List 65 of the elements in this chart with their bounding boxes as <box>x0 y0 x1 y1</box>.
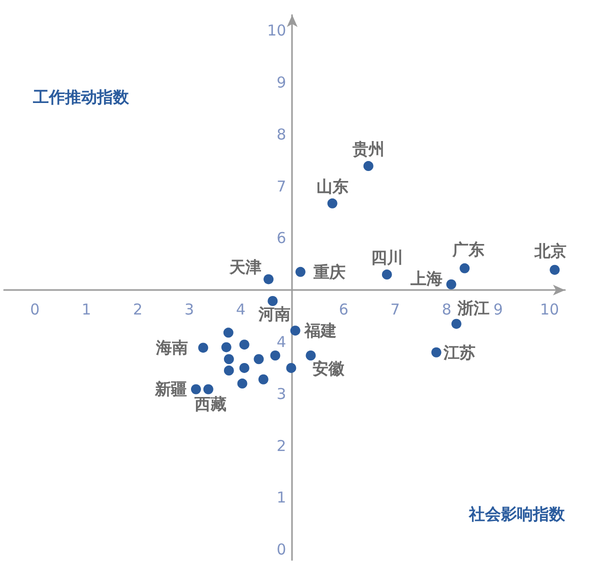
point <box>431 347 442 358</box>
annotation: 新疆 <box>154 380 187 399</box>
point <box>264 274 274 284</box>
annotation: 重庆 <box>312 262 346 282</box>
point <box>254 354 264 364</box>
annotation: 天津 <box>228 258 262 277</box>
point <box>451 318 462 329</box>
y-tick-label: 3 <box>276 384 286 403</box>
point <box>190 384 201 394</box>
point <box>221 342 232 352</box>
x-tick-label: 3 <box>184 300 194 319</box>
point <box>258 374 268 384</box>
x-tick-label: 6 <box>338 300 348 319</box>
point <box>223 328 234 338</box>
annotation: 福建 <box>303 321 336 340</box>
y-tick-label: 2 <box>276 436 286 455</box>
x-tick-label: 9 <box>493 300 503 319</box>
x-tick-label: 10 <box>540 300 560 319</box>
annotation: 贵州 <box>351 140 384 159</box>
x-tick-label: 7 <box>390 300 400 319</box>
annotation: 江苏 <box>442 342 476 362</box>
point <box>198 342 208 353</box>
point <box>268 296 278 306</box>
point <box>239 340 250 350</box>
y-tick-label: 8 <box>276 125 286 144</box>
x-tick-label: 2 <box>133 300 143 319</box>
x-tick-label: 0 <box>30 300 40 319</box>
point <box>327 198 338 208</box>
x-tick-label: 4 <box>236 300 246 319</box>
y-tick-label: 6 <box>276 229 286 248</box>
point <box>446 279 456 290</box>
point <box>203 384 214 394</box>
y-axis-title: 工作推动指数 <box>32 88 130 106</box>
point <box>239 362 250 373</box>
y-tick-label: 10 <box>267 22 286 40</box>
point <box>363 161 374 172</box>
point <box>224 366 234 376</box>
annotation: 西藏 <box>193 394 226 414</box>
point <box>460 263 470 274</box>
point <box>290 326 300 336</box>
annotation: 河南 <box>258 304 291 324</box>
x-tick-label: 1 <box>82 300 92 319</box>
annotation: 四川 <box>370 248 403 268</box>
annotation: 广东 <box>452 240 485 259</box>
point <box>295 266 306 277</box>
point <box>382 270 392 280</box>
annotation: 海南 <box>155 338 188 358</box>
x-tick-label: 8 <box>442 300 452 319</box>
y-tick-label: 7 <box>276 177 286 196</box>
point <box>270 350 280 360</box>
x-axis-title: 社会影响指数 <box>468 504 566 524</box>
annotation: 上海 <box>409 268 442 288</box>
annotation: 北京 <box>534 241 567 260</box>
point <box>224 354 234 364</box>
annotation: 浙江 <box>456 298 490 318</box>
point <box>286 362 296 373</box>
point <box>550 264 560 275</box>
y-tick-label: 4 <box>276 333 286 351</box>
annotation: 安徽 <box>312 358 346 378</box>
point <box>306 350 316 360</box>
y-tick-label: 9 <box>276 73 286 92</box>
y-tick-label: 0 <box>276 540 286 559</box>
annotation: 山东 <box>316 176 348 196</box>
y-tick-label: 1 <box>276 488 286 507</box>
point <box>237 378 248 389</box>
